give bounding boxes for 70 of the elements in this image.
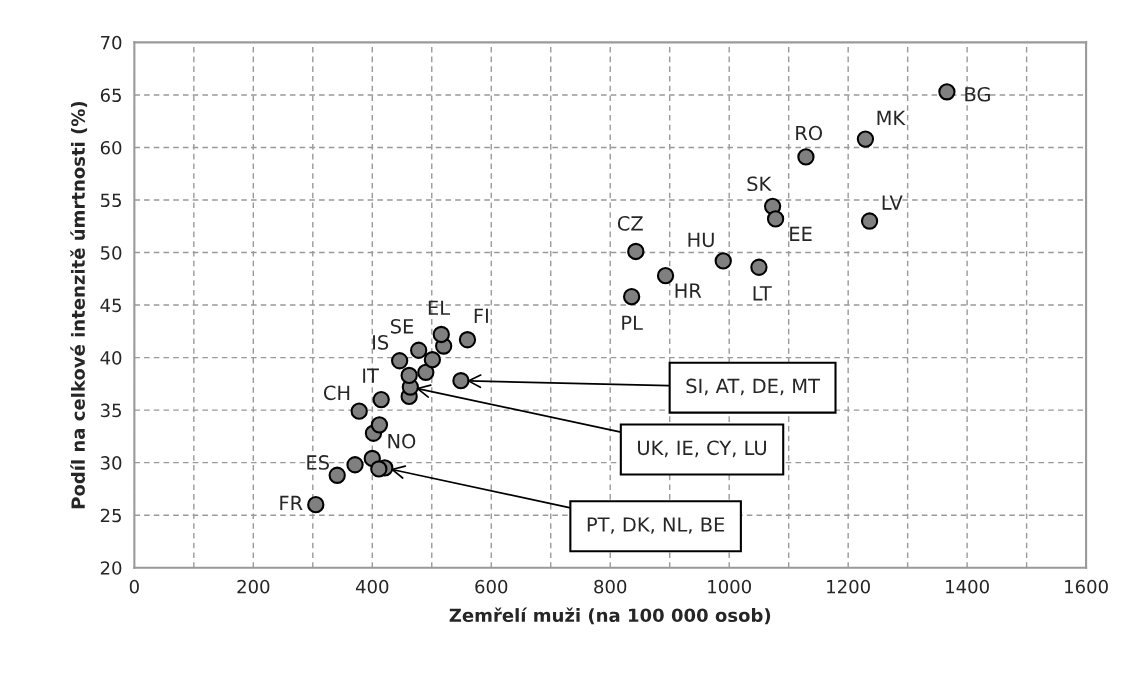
point	[860, 212, 879, 230]
annotation: CZ	[617, 216, 643, 231]
y-tick-label: 40	[100, 351, 122, 365]
x-tick-label: 200	[237, 579, 270, 594]
y-tick-label: 60	[100, 140, 122, 155]
point	[432, 325, 450, 344]
point	[452, 372, 470, 390]
point	[797, 148, 815, 166]
annotation: FI	[474, 308, 488, 323]
x-tick-label: 1000	[708, 579, 751, 594]
point	[391, 352, 409, 370]
point	[938, 83, 956, 101]
point	[750, 258, 768, 276]
y-tick-label: 65	[100, 88, 121, 103]
annotation: EE	[790, 226, 812, 241]
annotation: BG	[965, 86, 990, 102]
annotation: FR	[280, 495, 303, 511]
x-tick-label: 1200	[827, 579, 870, 594]
annotation: SI, AT, DE, MT	[686, 378, 821, 396]
point	[766, 210, 785, 228]
annotation: SE	[390, 318, 414, 334]
x-tick-label: 1400	[946, 579, 989, 594]
annotation: PT, DK, NL, BE	[587, 517, 725, 534]
annotation: PL	[622, 315, 643, 330]
annotation: EL	[428, 300, 450, 315]
point	[350, 402, 368, 420]
annotation: HU	[688, 232, 714, 248]
annotation: IS	[373, 335, 389, 350]
point	[400, 366, 418, 385]
point	[417, 363, 435, 381]
point	[714, 252, 732, 270]
annotation: HR	[675, 283, 702, 298]
y-tick-label: 55	[100, 193, 121, 208]
x-tick-label: 1600	[1065, 579, 1108, 594]
y-tick-label: 50	[100, 245, 122, 260]
x-tick-label: 600	[475, 579, 508, 594]
point	[656, 267, 675, 285]
point	[856, 130, 875, 148]
point	[307, 496, 325, 514]
y-tick-label: 30	[100, 456, 122, 470]
point	[346, 456, 364, 474]
annotation: ES	[307, 455, 329, 470]
x-tick-label: 400	[355, 579, 389, 594]
point	[370, 416, 389, 434]
point	[370, 460, 388, 478]
point	[627, 242, 645, 261]
annotation: NO	[388, 433, 416, 449]
annotation: UK, IE, CY, LU	[638, 440, 766, 458]
annotation: SK	[747, 176, 772, 192]
point	[328, 466, 346, 484]
x-tick-label: 800	[594, 579, 627, 594]
y-tick-label: 25	[100, 508, 121, 523]
annotation: LV	[882, 195, 903, 210]
y-tick-label: 45	[100, 298, 121, 313]
y-tick-label: 70	[101, 35, 122, 50]
annotation: MK	[877, 110, 906, 125]
point	[458, 331, 477, 349]
x-tick-label: 0	[129, 579, 139, 594]
y-axis-title: Podíl na celkové intenzitě úmrtnosti (%)	[70, 101, 88, 509]
annotation: LT	[753, 286, 772, 301]
point	[423, 351, 442, 369]
x-axis-title: Zemřelí muži (na 100 000 osob)	[449, 607, 771, 625]
annotation: RO	[796, 125, 823, 141]
point	[410, 341, 428, 359]
point	[622, 288, 641, 306]
annotation: IT	[363, 368, 379, 383]
y-tick-label: 35	[100, 403, 121, 418]
y-tick-label: 20	[100, 561, 122, 575]
point	[372, 390, 390, 409]
annotation: CH	[323, 385, 350, 401]
